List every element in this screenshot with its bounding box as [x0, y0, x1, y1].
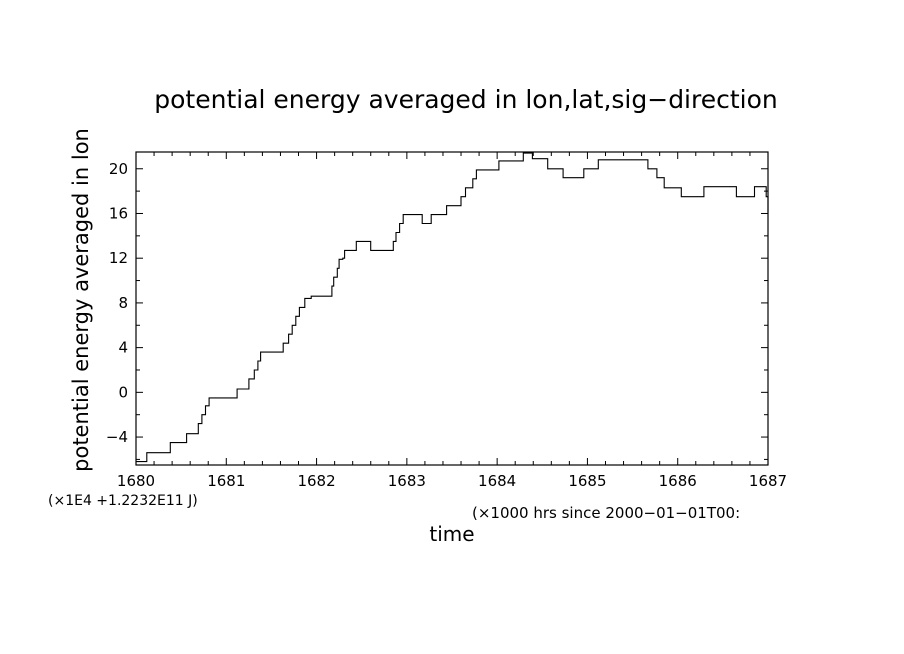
x-tick-label: 1680 [117, 472, 155, 490]
y-axis-label: potential energy averaged in lon [69, 128, 93, 472]
x-axis-label: time [429, 522, 474, 546]
series-line-0 [136, 152, 769, 463]
x-tick-label: 1681 [207, 472, 245, 490]
y-tick-label: −4 [106, 428, 128, 446]
x-tick-label: 1682 [297, 472, 335, 490]
plot-frame [135, 151, 769, 466]
y-tick-label: 0 [118, 383, 128, 401]
x-tick-label: 1684 [478, 472, 516, 490]
x-tick-label: 1686 [659, 472, 697, 490]
y-tick-label: 20 [109, 160, 128, 178]
x-tick-label: 1687 [749, 472, 787, 490]
y-tick-label: 16 [109, 204, 128, 222]
plot-area: 1680 1681 1682 1683 1684 1685 1686 1687 20 16 12 8 4… [106, 151, 787, 490]
x-tick-label: 1683 [388, 472, 426, 490]
y-tick-label: 8 [118, 294, 128, 312]
y-tick-label: 4 [118, 339, 128, 357]
y-scale-note: (×1E4 +1.2232E11 J) [48, 493, 198, 509]
chart-title: potential energy averaged in lon,lat,sig… [154, 85, 778, 114]
y-tick-label: 12 [109, 249, 128, 267]
x-scale-note: (×1000 hrs since 2000−01−01T00: [472, 504, 740, 522]
x-tick-label: 1685 [568, 472, 606, 490]
